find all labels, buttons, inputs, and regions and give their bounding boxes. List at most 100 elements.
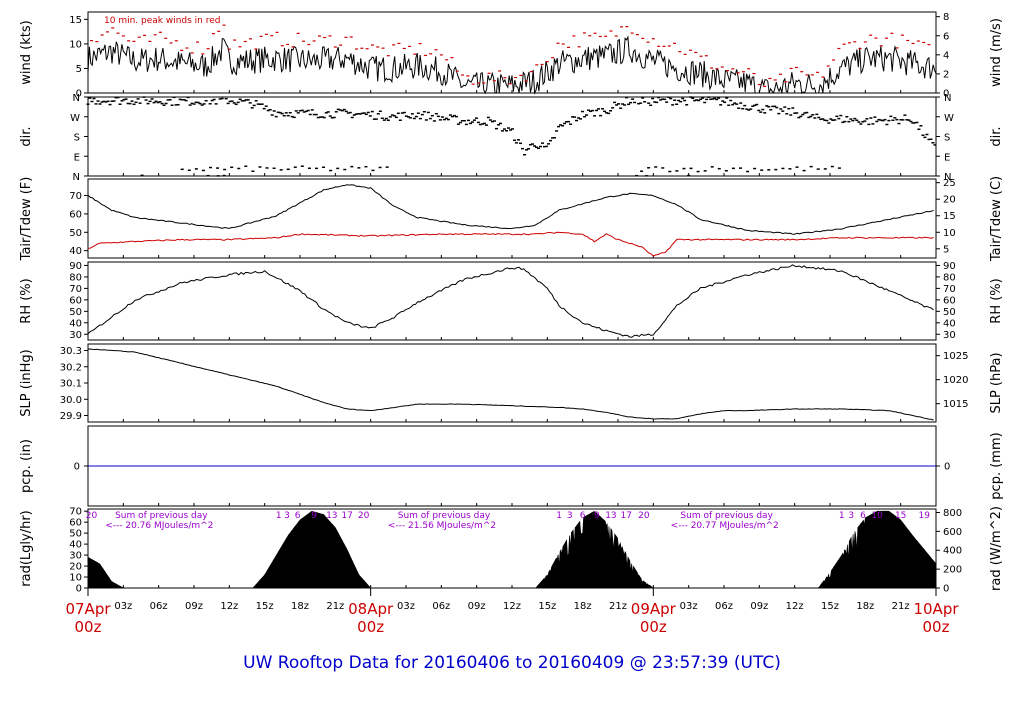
rad-hour-label: 9	[594, 511, 600, 521]
rh-right-tick-label: 70	[943, 284, 956, 295]
wind-left-tick-label: 10	[69, 39, 82, 50]
dir-left-tick-label: N	[73, 93, 80, 104]
wind-right-tick-label: 6	[943, 31, 949, 42]
rad-hour-label: 19	[918, 511, 930, 521]
rad-hour-label: 6	[580, 511, 586, 521]
temp-left-tick-label: 50	[69, 228, 82, 239]
temp-right-axis-label: Tair/Tdew (C)	[989, 176, 1004, 262]
slp-left-axis-label: SLP (inHg)	[19, 349, 34, 417]
x-day-date-label: 10Apr	[913, 600, 959, 618]
slp-right-tick-label: 1025	[943, 351, 968, 362]
rh-left-axis-label: RH (%)	[19, 278, 34, 323]
rad-hour-label: 17	[341, 511, 352, 521]
rh-right-tick-label: 60	[943, 295, 956, 306]
x-hour-label: 09z	[468, 601, 486, 612]
rad-hour-label: 6	[860, 511, 866, 521]
wind-left-tick-label: 15	[69, 15, 82, 26]
slp-left-tick-label: 30.0	[60, 395, 82, 406]
rad-hour-label: 20	[358, 511, 370, 521]
rad-left-tick-label: 30	[69, 551, 82, 562]
rad-right-tick-label: 0	[943, 584, 949, 595]
rad-hour-label: 13	[326, 511, 337, 521]
wind-left-axis-label: wind (kts)	[19, 20, 34, 84]
rh-left-tick-label: 40	[69, 318, 82, 329]
x-hour-label: 21z	[892, 601, 910, 612]
x-hour-label: 12z	[503, 601, 521, 612]
x-hour-label: 03z	[680, 601, 698, 612]
x-axis-layer: 03z 06z 09z 12z 15z 18z 21z 03z 06z 09z 12z 15z 18z 2…	[65, 588, 959, 636]
temp-left-axis-label: Tair/Tdew (F)	[19, 177, 34, 262]
x-hour-label: 15z	[538, 601, 556, 612]
x-hour-label: 09z	[750, 601, 768, 612]
dir-right-tick-label: E	[944, 152, 950, 163]
slp-left-tick-label: 30.1	[60, 379, 82, 390]
rad-hour-label: 1	[556, 511, 562, 521]
temp-right-tick-label: 25	[943, 178, 956, 189]
rh-left-tick-label: 70	[69, 284, 82, 295]
rad-left-tick-label: 0	[76, 584, 82, 595]
rad-hour-label: 3	[284, 511, 290, 521]
x-hour-label: 18z	[574, 601, 592, 612]
temp-right-tick-label: 15	[943, 211, 956, 222]
x-day-time-label: 00z	[923, 618, 950, 636]
x-day-date-label: 07Apr	[65, 600, 111, 618]
rad-hour-label: 1	[839, 511, 845, 521]
tdew-series-line	[87, 231, 934, 257]
peak-wind-note: 10 min. peak winds in red	[104, 16, 221, 26]
rad-hour-label: 17	[621, 511, 632, 521]
slp-left-tick-label: 30.3	[60, 346, 82, 357]
x-day-date-label: 08Apr	[348, 600, 394, 618]
rh-right-tick-label: 80	[943, 272, 956, 283]
x-hour-label: 12z	[220, 601, 238, 612]
dir-left-tick-label: E	[74, 152, 80, 163]
rad-frame	[87, 508, 937, 589]
x-hour-label: 06z	[432, 601, 450, 612]
temp-right-tick-label: 20	[943, 195, 956, 206]
rad-left-tick-label: 70	[69, 507, 82, 518]
wind-right-tick-label: 4	[943, 50, 949, 61]
slp-frame	[87, 343, 937, 423]
rad-hour-label: 20	[86, 511, 98, 521]
x-hour-label: 06z	[715, 601, 733, 612]
rad-hour-label: 1	[276, 511, 282, 521]
dir-frame	[87, 96, 937, 177]
rad-left-tick-label: 10	[69, 573, 82, 584]
rad-left-tick-label: 50	[69, 529, 82, 540]
wind-right-tick-label: 0	[943, 89, 949, 100]
slp-left-tick-label: 29.9	[60, 411, 82, 422]
wind-right-tick-label: 8	[943, 12, 949, 23]
x-hour-label: 12z	[786, 601, 804, 612]
rh-right-tick-label: 30	[943, 330, 956, 341]
tair-series-line	[87, 184, 934, 235]
wind-left-tick-label: 5	[76, 64, 82, 75]
rh-left-tick-label: 90	[69, 261, 82, 272]
x-hour-label: 15z	[256, 601, 274, 612]
wind-left-tick-label: 0	[76, 89, 82, 100]
rh-left-tick-label: 50	[69, 307, 82, 318]
rad-sum-value: <--- 21.56 MJoules/m^2	[388, 521, 496, 531]
rh-left-tick-label: 80	[69, 272, 82, 283]
dir-left-tick-label: S	[74, 133, 80, 144]
rh-series-line	[87, 264, 934, 338]
slp-left-tick-label: 30.2	[60, 362, 82, 373]
slp-right-tick-label: 1020	[943, 375, 968, 386]
rad-sum-value: <--- 20.76 MJoules/m^2	[105, 521, 213, 531]
slp-right-axis-label: SLP (hPa)	[989, 352, 1004, 413]
dir-right-axis-label: dir.	[989, 126, 1004, 146]
rad-right-tick-label: 800	[943, 508, 962, 519]
rad-sum-title: Sum of previous day	[115, 511, 208, 521]
rh-right-tick-label: 90	[943, 261, 956, 272]
rad-right-axis-label: rad (W/m^2)	[989, 506, 1004, 591]
dir-right-tick-label: N	[944, 172, 951, 183]
rh-right-axis-label: RH (%)	[989, 278, 1004, 323]
x-hour-label: 06z	[150, 601, 168, 612]
wind-right-axis-label: wind (m/s)	[989, 18, 1004, 87]
rad-sum-title: Sum of previous day	[398, 511, 491, 521]
rad-left-tick-label: 60	[69, 518, 82, 529]
x-hour-label: 18z	[291, 601, 309, 612]
temp-right-tick-label: 10	[943, 228, 956, 239]
pcp-left-tick-label: 0	[74, 462, 80, 473]
